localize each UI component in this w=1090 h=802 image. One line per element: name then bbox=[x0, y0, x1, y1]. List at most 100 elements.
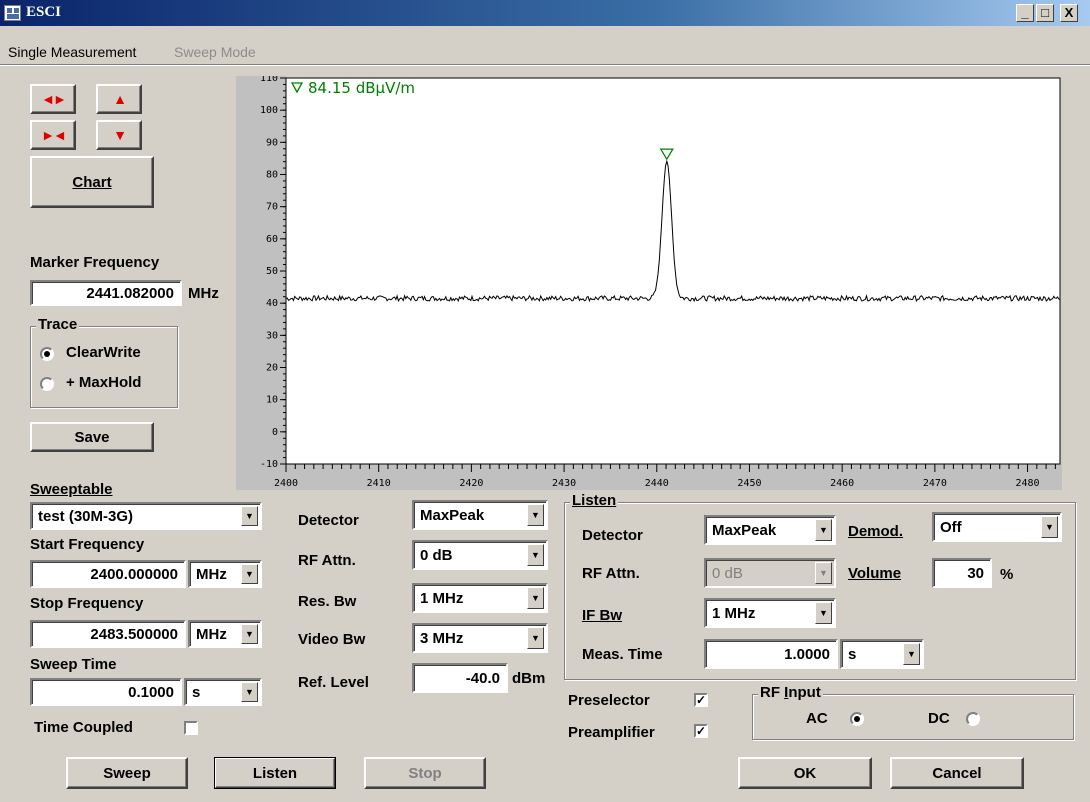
stop-button[interactable]: Stop bbox=[364, 757, 486, 789]
trace-group bbox=[30, 326, 178, 408]
time-coupled-checkbox[interactable] bbox=[184, 721, 198, 735]
ref-level-label: Ref. Level bbox=[298, 674, 369, 691]
dc-radio[interactable] bbox=[966, 712, 980, 726]
menu-single-measurement[interactable]: Single Measurement bbox=[8, 44, 137, 60]
x-tick-label: 2440 bbox=[645, 478, 669, 489]
start-frequency-unit-select[interactable]: MHz ▼ bbox=[188, 560, 262, 588]
dropdown-arrow-icon[interactable]: ▼ bbox=[1041, 516, 1058, 538]
preamplifier-label: Preamplifier bbox=[568, 724, 655, 741]
arrow-down-icon: ▼ bbox=[113, 127, 127, 143]
cancel-button[interactable]: Cancel bbox=[890, 757, 1024, 789]
y-tick-label: 70 bbox=[266, 202, 278, 213]
clearwrite-label[interactable]: ClearWrite bbox=[66, 344, 141, 361]
y-tick-label: 20 bbox=[266, 363, 278, 374]
close-button[interactable]: X bbox=[1060, 4, 1078, 22]
app-icon[interactable] bbox=[4, 5, 21, 21]
demod-select[interactable]: Off ▼ bbox=[932, 512, 1062, 542]
start-frequency-input[interactable]: 2400.000000 bbox=[30, 560, 186, 588]
sweep-time-unit-select[interactable]: s ▼ bbox=[184, 678, 262, 706]
minimize-button[interactable]: _ bbox=[1016, 4, 1034, 22]
listen-detector-select[interactable]: MaxPeak ▼ bbox=[704, 515, 836, 545]
dropdown-arrow-icon[interactable]: ▼ bbox=[815, 519, 832, 541]
demod-label: Demod. bbox=[848, 523, 904, 540]
maxhold-label[interactable]: + MaxHold bbox=[66, 374, 142, 391]
arrows-inward-icon: ►◄ bbox=[41, 127, 67, 143]
ref-level-input[interactable]: -40.0 bbox=[412, 663, 508, 693]
marker-readout-icon bbox=[290, 82, 304, 94]
maximize-button[interactable]: □ bbox=[1036, 4, 1054, 22]
spectrum-trace bbox=[285, 159, 1061, 303]
stop-frequency-unit-select[interactable]: MHz ▼ bbox=[188, 620, 262, 648]
volume-unit: % bbox=[1000, 566, 1014, 583]
clearwrite-radio[interactable] bbox=[40, 347, 54, 361]
ref-level-unit: dBm bbox=[512, 670, 546, 687]
listen-button[interactable]: Listen bbox=[214, 757, 336, 789]
y-tick-label: 10 bbox=[266, 395, 278, 406]
x-tick-label: 2470 bbox=[923, 478, 947, 489]
y-tick-label: 50 bbox=[266, 266, 278, 277]
x-tick-label: 2460 bbox=[830, 478, 854, 489]
dropdown-arrow-icon[interactable]: ▼ bbox=[241, 506, 258, 526]
y-axis-band bbox=[236, 76, 286, 490]
marker-frequency-unit: MHz bbox=[188, 285, 219, 302]
arrows-outward-icon: ◄► bbox=[41, 91, 67, 107]
rf-input-legend: RF Input bbox=[758, 684, 823, 701]
dropdown-arrow-icon[interactable]: ▼ bbox=[527, 504, 544, 526]
maxhold-radio[interactable] bbox=[40, 377, 54, 391]
res-bw-select[interactable]: 1 MHz ▼ bbox=[412, 583, 548, 613]
y-tick-label: 100 bbox=[260, 105, 278, 116]
y-tick-label: 110 bbox=[260, 76, 278, 84]
dropdown-arrow-icon[interactable]: ▼ bbox=[527, 587, 544, 609]
marker-frequency-input[interactable]: 2441.082000 bbox=[30, 280, 182, 306]
chart-button[interactable]: Chart bbox=[30, 156, 154, 208]
dropdown-arrow-icon[interactable]: ▼ bbox=[241, 682, 258, 702]
listen-detector-label: Detector bbox=[582, 527, 643, 544]
preselector-checkbox[interactable]: ✓ bbox=[694, 693, 708, 707]
if-bw-select[interactable]: 1 MHz ▼ bbox=[704, 598, 836, 628]
dropdown-arrow-icon[interactable]: ▼ bbox=[815, 602, 832, 624]
listen-rf-attn-select[interactable]: 0 dB ▼ bbox=[704, 558, 836, 588]
detector-select[interactable]: MaxPeak ▼ bbox=[412, 500, 548, 530]
meas-time-unit-select[interactable]: s ▼ bbox=[840, 639, 924, 669]
dropdown-arrow-icon[interactable]: ▼ bbox=[527, 544, 544, 566]
dropdown-arrow-icon[interactable]: ▼ bbox=[241, 624, 258, 644]
arrow-up-icon: ▲ bbox=[113, 91, 127, 107]
y-tick-label: 0 bbox=[272, 427, 278, 438]
stop-frequency-input[interactable]: 2483.500000 bbox=[30, 620, 186, 648]
volume-input[interactable]: 30 bbox=[932, 558, 992, 588]
stop-frequency-label: Stop Frequency bbox=[30, 595, 144, 612]
menu-sweep-mode[interactable]: Sweep Mode bbox=[174, 44, 256, 60]
meas-time-input[interactable]: 1.0000 bbox=[704, 639, 838, 669]
preselector-label: Preselector bbox=[568, 692, 650, 709]
volume-label: Volume bbox=[848, 565, 902, 582]
y-tick-label: 80 bbox=[266, 170, 278, 181]
dropdown-arrow-icon[interactable]: ▼ bbox=[903, 643, 920, 665]
listen-rf-attn-label: RF Attn. bbox=[582, 565, 640, 582]
spectrum-chart: 110 100 90 80 70 60 50 40 30 20 10 0 -10 2400 2410 2420… bbox=[236, 73, 1062, 490]
zoom-out-button[interactable]: ◄► bbox=[30, 84, 76, 114]
ok-button[interactable]: OK bbox=[738, 757, 872, 789]
y-tick-label: -10 bbox=[260, 459, 278, 470]
marker-triangle-icon bbox=[659, 148, 674, 161]
sweeptable-select[interactable]: test (30M-3G) ▼ bbox=[30, 502, 262, 530]
sweep-time-input[interactable]: 0.1000 bbox=[30, 678, 182, 706]
listen-group bbox=[564, 502, 1076, 680]
video-bw-select[interactable]: 3 MHz ▼ bbox=[412, 623, 548, 653]
shift-up-button[interactable]: ▲ bbox=[96, 84, 142, 114]
x-tick-label: 2480 bbox=[1016, 478, 1040, 489]
preamplifier-checkbox[interactable]: ✓ bbox=[694, 724, 708, 738]
sweep-time-label: Sweep Time bbox=[30, 656, 117, 673]
save-button[interactable]: Save bbox=[30, 422, 154, 452]
x-tick-label: 2430 bbox=[552, 478, 576, 489]
dropdown-arrow-icon[interactable]: ▼ bbox=[527, 627, 544, 649]
ac-radio[interactable] bbox=[850, 712, 864, 726]
shift-down-button[interactable]: ▼ bbox=[96, 120, 142, 150]
dropdown-arrow-icon[interactable]: ▼ bbox=[241, 564, 258, 584]
sweep-button[interactable]: Sweep bbox=[66, 757, 188, 789]
y-tick-label: 40 bbox=[266, 298, 278, 309]
plot-area bbox=[285, 77, 1061, 465]
rf-attn-select[interactable]: 0 dB ▼ bbox=[412, 540, 548, 570]
dropdown-arrow-icon[interactable]: ▼ bbox=[815, 562, 832, 584]
zoom-in-button[interactable]: ►◄ bbox=[30, 120, 76, 150]
